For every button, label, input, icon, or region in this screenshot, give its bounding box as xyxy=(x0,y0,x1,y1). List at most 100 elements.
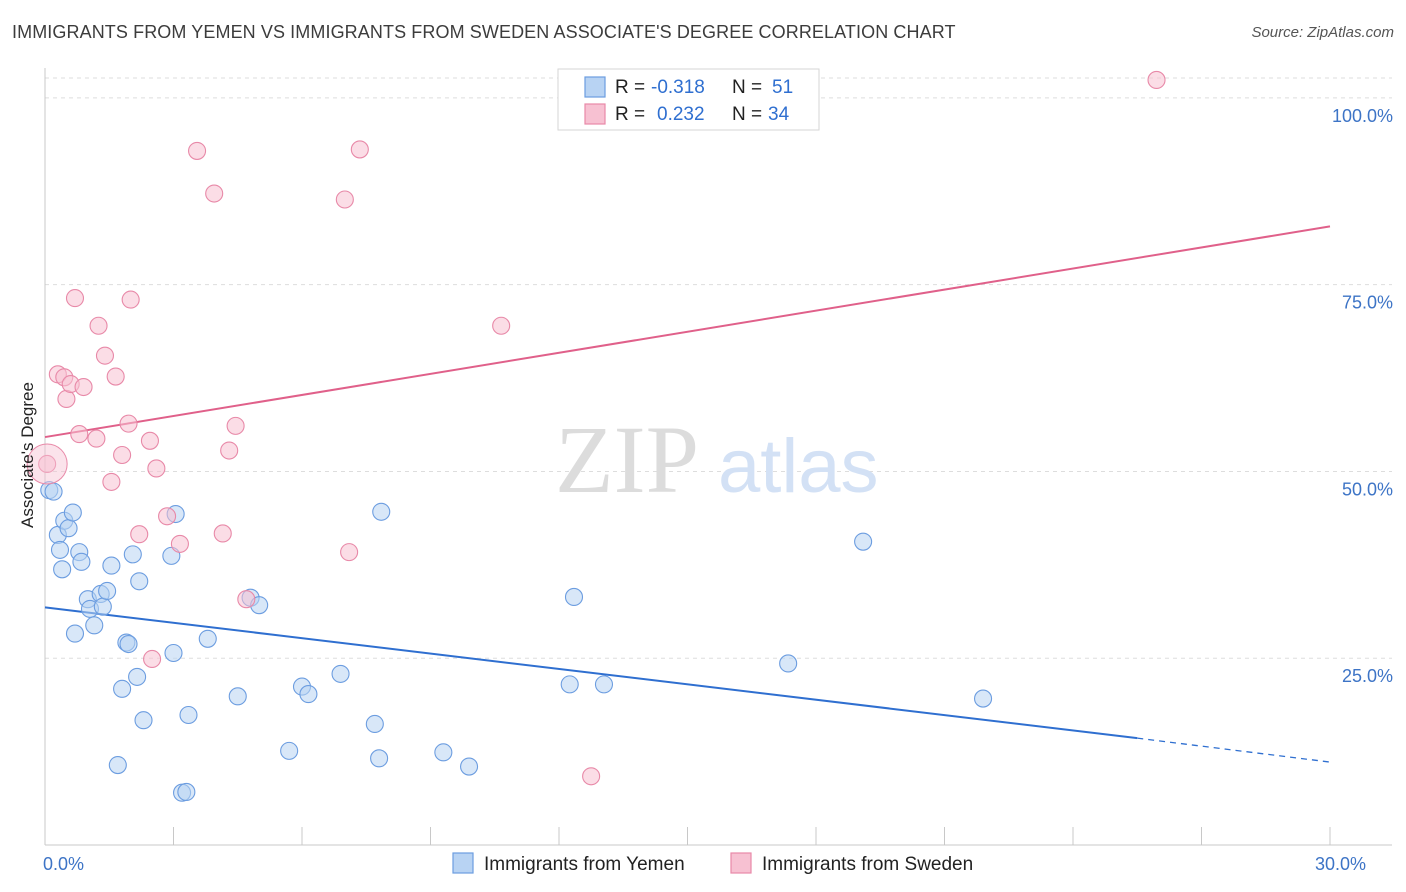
yemen-point xyxy=(564,587,584,607)
sweden-point xyxy=(188,141,207,160)
legend-pink-r-value: 0.232 xyxy=(657,104,705,125)
y-tick-label: 100.0% xyxy=(1332,106,1393,126)
legend-blue-n-value: 51 xyxy=(772,77,793,98)
yemen-point xyxy=(72,552,91,571)
legend-pink-n-value: 34 xyxy=(768,104,790,125)
sweden-point xyxy=(335,190,354,209)
sweden-point xyxy=(170,534,189,553)
sweden-point xyxy=(226,416,245,435)
legend-bottom-sweden-swatch xyxy=(730,852,752,874)
yemen-point xyxy=(63,503,82,522)
blue-trend-extension xyxy=(1137,737,1331,763)
yemen-point xyxy=(779,654,798,673)
yemen-point xyxy=(560,675,579,694)
y-tick-label: 50.0% xyxy=(1342,479,1393,499)
y-axis-title: Associate's Degree xyxy=(18,382,37,528)
yemen-point xyxy=(365,714,384,734)
sweden-point xyxy=(65,289,85,308)
yemen-point xyxy=(108,756,127,775)
sweden-point xyxy=(213,524,232,543)
sweden-point xyxy=(140,431,159,450)
legend-blue-swatch xyxy=(584,76,606,98)
legend-bottom: Immigrants from Yemen Immigrants from Sw… xyxy=(452,852,973,875)
yemen-point xyxy=(372,502,391,521)
legend-pink-r-label: R = xyxy=(615,104,645,125)
sweden-point xyxy=(74,377,93,397)
sweden-point xyxy=(1147,70,1166,90)
sweden-point xyxy=(130,525,149,544)
yemen-point xyxy=(44,482,63,501)
yemen-point xyxy=(93,597,112,616)
yemen-point xyxy=(128,667,147,686)
yemen-point xyxy=(164,643,183,663)
sweden-point xyxy=(87,429,106,448)
sweden-point xyxy=(143,649,162,669)
sweden-point xyxy=(106,367,125,386)
y-tick-label: 75.0% xyxy=(1342,293,1393,313)
sweden-point xyxy=(582,767,601,786)
sweden-point xyxy=(95,346,115,365)
yemen-point xyxy=(50,540,70,559)
sweden-point xyxy=(237,590,256,609)
legend-blue-r-label: R = xyxy=(615,77,645,98)
yemen-point xyxy=(130,572,149,591)
trend-layer xyxy=(44,225,1331,763)
yemen-point xyxy=(434,743,453,762)
yemen-point xyxy=(85,616,104,635)
sweden-point xyxy=(350,140,369,159)
yemen-point xyxy=(113,679,132,698)
watermark-zip: ZIP xyxy=(555,406,699,513)
yemen-point xyxy=(331,664,350,683)
sweden-point xyxy=(70,425,89,444)
legend-bottom-sweden-label: Immigrants from Sweden xyxy=(762,854,973,875)
points-layer xyxy=(26,70,1166,802)
watermark: ZIP atlas xyxy=(555,406,879,513)
yemen-point xyxy=(123,545,142,564)
y-tick-label: 25.0% xyxy=(1342,666,1393,686)
yemen-point xyxy=(59,519,78,538)
yemen-point xyxy=(228,687,247,706)
yemen-point xyxy=(459,757,479,776)
legend-top: R = -0.318 N = 51 R = 0.232 N = 34 xyxy=(557,68,820,131)
legend-blue-n-label: N = xyxy=(732,77,762,98)
watermark-atlas: atlas xyxy=(718,424,879,509)
sweden-point xyxy=(147,459,166,478)
yemen-point xyxy=(98,581,117,601)
yemen-point xyxy=(973,689,993,708)
legend-blue-r-value: -0.318 xyxy=(651,77,705,98)
legend-bottom-yemen-swatch xyxy=(452,852,474,874)
sweden-point xyxy=(340,543,359,562)
yemen-point xyxy=(65,624,85,643)
yemen-point xyxy=(198,629,217,648)
sweden-point-large xyxy=(26,443,68,485)
chart-title: IMMIGRANTS FROM YEMEN VS IMMIGRANTS FROM… xyxy=(12,22,956,42)
yemen-point xyxy=(102,556,121,575)
sweden-point xyxy=(119,414,138,433)
sweden-point xyxy=(38,454,57,474)
yemen-point xyxy=(594,675,614,694)
grid-layer xyxy=(45,77,1392,659)
x-tick-label: 30.0% xyxy=(1315,854,1366,874)
sweden-point xyxy=(89,316,108,335)
yemen-point xyxy=(53,560,72,579)
axes-layer: 25.0% 50.0% 75.0% 100.0% 0.0% 30.0% xyxy=(43,68,1393,874)
sweden-point xyxy=(121,290,140,309)
sweden-point xyxy=(158,507,177,526)
sweden-point xyxy=(113,445,132,465)
yemen-point xyxy=(179,705,198,725)
sweden-point xyxy=(492,316,511,335)
sweden-point xyxy=(220,441,239,460)
legend-pink-n-label: N = xyxy=(732,104,762,125)
sweden-point xyxy=(102,472,121,491)
yemen-point xyxy=(299,685,318,704)
yemen-point xyxy=(134,711,153,730)
yemen-point xyxy=(854,532,873,551)
yemen-point xyxy=(280,741,299,760)
legend-pink-swatch xyxy=(584,103,606,125)
chart-source: Source: ZipAtlas.com xyxy=(1251,24,1394,41)
x-tick-label: 0.0% xyxy=(43,854,84,874)
pink-trend-line xyxy=(44,225,1331,439)
sweden-point xyxy=(57,389,76,409)
yemen-point xyxy=(119,634,138,654)
